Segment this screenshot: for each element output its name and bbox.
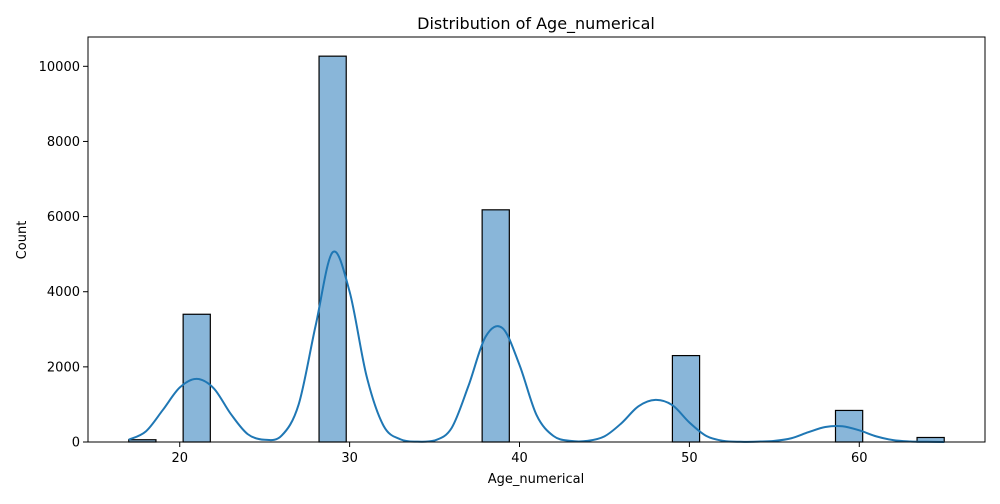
- y-axis-ticks: 0 2000 4000 6000 8000 10000: [39, 60, 88, 451]
- kde-curve: [128, 250, 945, 443]
- histogram-bar: [318, 55, 347, 443]
- chart-title: Distribution of Age_numerical: [417, 14, 655, 34]
- x-axis-label: Age_numerical: [488, 472, 584, 487]
- y-tick-label: 6000: [47, 210, 80, 225]
- y-axis-label: Count: [15, 221, 30, 260]
- plot-frame: [87, 36, 986, 443]
- x-tick-label: 30: [341, 451, 358, 466]
- y-tick-label: 2000: [47, 360, 80, 375]
- x-tick-label: 50: [681, 451, 698, 466]
- x-tick-label: 20: [171, 451, 188, 466]
- y-tick-label: 10000: [39, 60, 80, 75]
- y-tick-label: 8000: [47, 135, 80, 150]
- x-tick-label: 40: [511, 451, 528, 466]
- y-tick-label: 0: [72, 436, 80, 451]
- x-axis-ticks: 20 30 40 50 60: [171, 442, 868, 466]
- x-tick-label: 60: [851, 451, 868, 466]
- bars-layer: [128, 55, 945, 443]
- y-tick-label: 4000: [47, 285, 80, 300]
